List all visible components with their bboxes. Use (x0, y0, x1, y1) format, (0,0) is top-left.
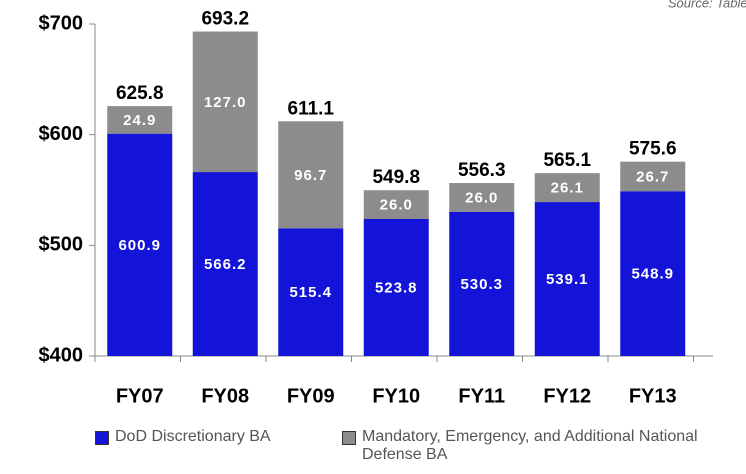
value-label: 127.0 (204, 94, 247, 111)
x-tick-label: FY13 (629, 385, 677, 407)
value-label: 96.7 (294, 167, 327, 184)
bar-segment (107, 133, 173, 356)
bar-segment (107, 106, 173, 134)
total-label: 556.3 (458, 160, 506, 181)
value-label: 530.3 (460, 276, 503, 293)
bar-segment (363, 218, 429, 356)
bar-segment (620, 191, 686, 356)
total-label: 565.1 (543, 150, 591, 171)
value-label: 26.0 (380, 197, 413, 214)
bar-segment (534, 202, 600, 356)
legend-swatch (342, 431, 356, 445)
value-label: 26.7 (636, 168, 669, 185)
total-label: 575.6 (629, 139, 677, 160)
x-tick-label: FY12 (543, 385, 591, 407)
legend-item: DoD Discretionary BA (95, 428, 335, 446)
legend-label: Mandatory, Emergency, and Additional Nat… (362, 428, 698, 463)
value-label: 539.1 (546, 271, 589, 288)
bar-segment (449, 211, 515, 356)
bar-segment (278, 121, 344, 229)
y-tick-label: $500 (39, 234, 84, 256)
value-label: 24.9 (123, 112, 156, 129)
value-label: 515.4 (289, 284, 332, 301)
x-tick-label: FY11 (458, 385, 505, 407)
bar-segment (192, 172, 258, 356)
legend-item: Mandatory, Emergency, and Additional Nat… (342, 428, 742, 464)
bar-segment (192, 31, 258, 173)
bar-segment (534, 173, 600, 203)
bar-segment (363, 190, 429, 219)
x-tick-label: FY08 (201, 385, 249, 407)
total-label: 693.2 (201, 9, 249, 30)
value-label: 26.1 (551, 180, 584, 197)
value-label: 548.9 (631, 266, 674, 283)
y-tick-label: $700 (39, 12, 84, 34)
source-note: Source: Table 1-6 (668, 0, 746, 10)
bar-segment (278, 228, 344, 356)
value-label: 26.0 (465, 189, 498, 206)
legend-label: DoD Discretionary BA (115, 428, 271, 445)
x-tick-label: FY07 (116, 385, 164, 407)
bar-segment (620, 161, 686, 192)
value-label: 566.2 (204, 256, 247, 273)
total-label: 611.1 (288, 98, 335, 119)
value-label: 600.9 (118, 237, 161, 254)
legend-swatch (95, 431, 109, 445)
y-tick-label: $400 (39, 344, 84, 366)
bar-segment (449, 183, 515, 212)
y-tick-label: $600 (39, 123, 84, 145)
total-label: 625.8 (116, 83, 164, 104)
value-label: 523.8 (375, 279, 418, 296)
x-tick-label: FY09 (287, 385, 335, 407)
total-label: 549.8 (372, 167, 420, 188)
x-tick-label: FY10 (372, 385, 420, 407)
